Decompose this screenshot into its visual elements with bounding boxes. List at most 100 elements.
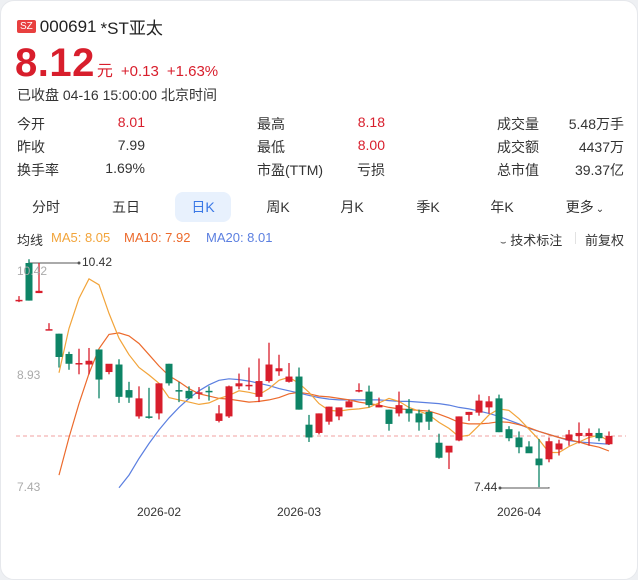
price-row: 8.12 元 +0.13 +1.63% xyxy=(15,41,218,85)
eye-closed-icon: ⌣ xyxy=(500,237,507,248)
candle-body xyxy=(515,437,523,448)
x-axis-label: 2026-04 xyxy=(497,505,542,519)
current-price: 8.12 xyxy=(15,41,95,85)
candle-body xyxy=(165,363,173,384)
stat-label: 总市值 xyxy=(497,162,539,178)
candle-body xyxy=(465,411,473,415)
toolbar-divider xyxy=(575,232,576,244)
chevron-down-icon: ⌄ xyxy=(595,204,605,215)
candle-body xyxy=(275,368,283,372)
candle-body xyxy=(435,442,443,458)
candle-body xyxy=(595,432,603,439)
candle-body xyxy=(155,383,163,414)
candle-body xyxy=(95,349,103,380)
candle-body xyxy=(545,441,553,460)
candlestick-chart[interactable] xyxy=(1,1,638,521)
stat-label: 换手率 xyxy=(17,162,59,178)
candle-body xyxy=(215,413,223,421)
tech-annotation-toggle[interactable]: ⌣ 技术标注 xyxy=(500,230,562,249)
candle-body xyxy=(85,360,93,365)
stat-value: 4437万 xyxy=(578,139,624,155)
candle-body xyxy=(555,443,563,450)
candle-body xyxy=(445,445,453,453)
ma5-value: MA5: 8.05 xyxy=(51,230,111,245)
ma10-line xyxy=(58,332,610,476)
candle-body xyxy=(495,398,503,433)
ma10-value: MA10: 7.92 xyxy=(124,230,191,245)
candle-body xyxy=(35,290,43,294)
stock-header: SZ 000691 *ST亚太 xyxy=(17,14,163,39)
tab-intraday[interactable]: 分时 xyxy=(32,199,60,215)
candle-body xyxy=(575,432,583,436)
candle-body xyxy=(325,406,333,422)
x-axis-label: 2026-02 xyxy=(137,505,182,519)
max-annotation-dot xyxy=(77,261,81,265)
stock-code: 000691 xyxy=(39,16,97,36)
ma5-line xyxy=(58,277,610,454)
candle-body xyxy=(135,398,143,417)
stat-value: 8.00 xyxy=(357,137,385,153)
candle-body xyxy=(25,263,33,301)
tab-yearly-k[interactable]: 年K xyxy=(490,199,514,215)
candle-body xyxy=(565,434,573,441)
candle-body xyxy=(605,435,613,445)
y-axis-label-max: 10.42 xyxy=(17,264,48,278)
tab-more[interactable]: 更多 ⌄ xyxy=(557,192,613,222)
candle-body xyxy=(45,329,53,331)
candle-body xyxy=(65,353,73,364)
candle-body xyxy=(505,429,513,439)
tab-quarterly-k[interactable]: 季K xyxy=(416,199,440,215)
ma20-value: MA20: 8.01 xyxy=(206,230,273,245)
candle-body xyxy=(455,416,463,441)
candle-body xyxy=(125,390,133,398)
candle-body xyxy=(145,416,153,418)
candle-body xyxy=(535,458,543,466)
tab-more-label: 更多 xyxy=(565,199,594,215)
stat-value: 7.99 xyxy=(117,137,145,153)
stat-label: 成交额 xyxy=(497,139,539,155)
candle-body xyxy=(375,405,383,408)
tab-monthly-k[interactable]: 月K xyxy=(340,199,364,215)
stat-label: 最低 xyxy=(257,139,285,155)
price-change: +0.13 xyxy=(120,63,159,80)
candle-body xyxy=(295,376,303,410)
stat-value: 8.01 xyxy=(117,114,145,130)
tab-five-day[interactable]: 五日 xyxy=(112,199,140,215)
candle-body xyxy=(585,432,593,436)
candle-body xyxy=(225,386,233,417)
candle-body xyxy=(255,381,263,397)
adjust-mode-button[interactable]: 前复权 xyxy=(585,233,625,248)
candle-body xyxy=(355,390,363,392)
stat-value: 5.48万手 xyxy=(568,116,624,132)
stat-label: 昨收 xyxy=(17,139,45,155)
candle-body xyxy=(485,401,493,408)
candle-body xyxy=(305,424,313,438)
max-price-annotation: 10.42 xyxy=(82,255,113,269)
candle-body xyxy=(265,364,273,382)
y-axis-label-mid: 8.93 xyxy=(17,368,41,382)
candle-body xyxy=(235,383,243,387)
min-annotation-dot xyxy=(498,486,502,490)
candle-body xyxy=(345,401,353,408)
stat-value: 1.69% xyxy=(105,160,145,176)
tab-weekly-k[interactable]: 周K xyxy=(266,199,290,215)
stat-label: 最高 xyxy=(257,116,285,132)
candle-body xyxy=(55,333,63,357)
stat-value: 亏损 xyxy=(357,162,385,178)
stat-label: 市盈(TTM) xyxy=(257,162,324,178)
x-axis-label: 2026-03 xyxy=(277,505,322,519)
candle-body xyxy=(525,446,533,454)
candle-body xyxy=(185,390,193,399)
market-badge: SZ xyxy=(17,20,36,33)
stock-name: *ST亚太 xyxy=(100,19,163,38)
price-change-pct: +1.63% xyxy=(166,63,219,80)
period-tabs: 分时 五日 日K 周K 月K 季K 年K 更多 ⌄ xyxy=(1,192,638,222)
price-unit: 元 xyxy=(96,63,113,80)
candle-body xyxy=(315,413,323,433)
candle-body xyxy=(395,405,403,414)
candle-body xyxy=(195,392,203,394)
tab-daily-k[interactable]: 日K xyxy=(175,192,231,222)
market-status: 已收盘 04-16 15:00:00 北京时间 xyxy=(17,87,217,103)
candle-body xyxy=(115,364,123,397)
